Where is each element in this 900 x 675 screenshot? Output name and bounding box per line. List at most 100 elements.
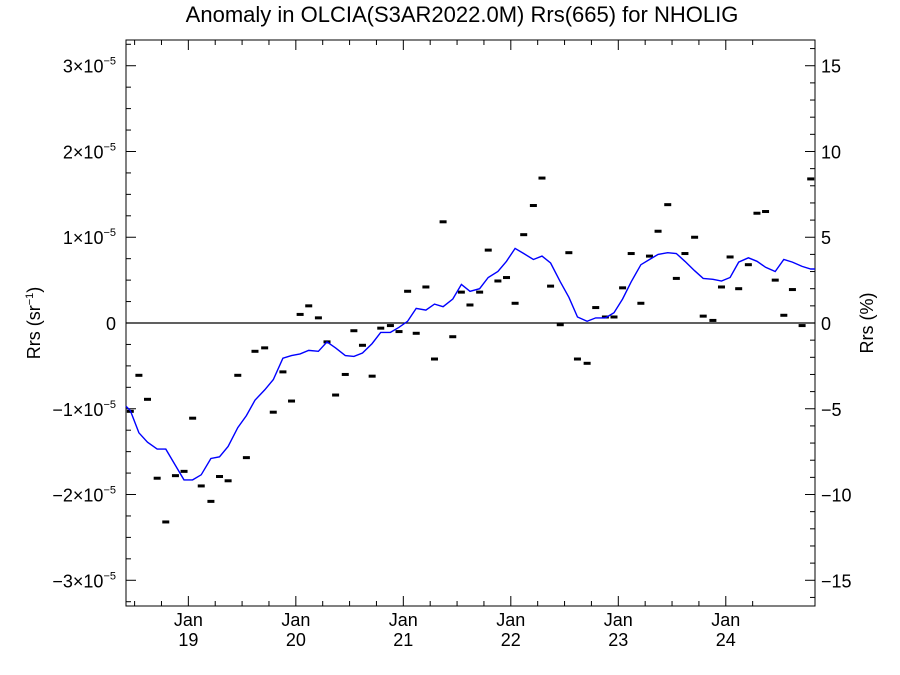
anomaly-point bbox=[565, 251, 573, 255]
anomaly-point bbox=[619, 286, 627, 290]
left-tick-label: −3×10−5 bbox=[52, 570, 116, 591]
left-tick-label: 1×10−5 bbox=[63, 227, 116, 248]
anomaly-point bbox=[762, 210, 770, 214]
anomaly-point bbox=[279, 370, 287, 374]
right-tick-label: −15 bbox=[821, 571, 852, 591]
y-axis-left-label-text: Rrs (sr bbox=[24, 305, 44, 359]
anomaly-point bbox=[288, 399, 296, 403]
anomaly-point bbox=[234, 373, 242, 377]
anomaly-point bbox=[314, 316, 322, 320]
anomaly-point bbox=[654, 229, 662, 233]
anomaly-point bbox=[143, 397, 151, 401]
anomaly-point bbox=[753, 211, 761, 215]
anomaly-point bbox=[788, 288, 796, 292]
anomaly-point bbox=[404, 289, 412, 293]
anomaly-point bbox=[583, 361, 591, 365]
anomaly-point bbox=[645, 254, 653, 258]
left-tick-exponent: −5 bbox=[103, 485, 116, 497]
left-tick-label: 3×10−5 bbox=[63, 56, 116, 77]
left-tick-mantissa: 1×10 bbox=[63, 228, 104, 248]
anomaly-point bbox=[216, 475, 224, 479]
anomaly-point bbox=[135, 373, 143, 377]
left-tick-exponent: −5 bbox=[103, 227, 116, 239]
anomaly-point bbox=[430, 357, 438, 361]
y-axis-left-label: Rrs (sr−1) bbox=[24, 287, 44, 360]
anomaly-point bbox=[744, 263, 752, 267]
anomaly-point bbox=[350, 329, 358, 333]
anomaly-point bbox=[412, 331, 420, 335]
anomaly-point bbox=[717, 285, 725, 289]
anomaly-point bbox=[547, 284, 555, 288]
anomaly-point bbox=[699, 314, 707, 318]
anomaly-point bbox=[332, 393, 340, 397]
anomaly-point bbox=[726, 255, 734, 259]
anomaly-point bbox=[601, 315, 609, 319]
anomaly-point bbox=[798, 324, 806, 328]
anomaly-point bbox=[529, 204, 537, 208]
anomaly-point bbox=[538, 176, 546, 180]
anomaly-point bbox=[610, 315, 618, 319]
anomaly-point bbox=[672, 276, 680, 280]
anomaly-point bbox=[341, 372, 349, 376]
x-tick-year: 19 bbox=[178, 630, 198, 650]
anomaly-point bbox=[592, 306, 600, 310]
anomaly-points bbox=[126, 176, 815, 524]
anomaly-point bbox=[224, 479, 232, 483]
anomaly-point bbox=[251, 349, 259, 353]
anomaly-point bbox=[556, 323, 564, 327]
anomaly-point bbox=[637, 301, 645, 305]
anomaly-point bbox=[358, 343, 366, 347]
x-tick-year: 20 bbox=[286, 630, 306, 650]
smoothed-anomaly-line bbox=[125, 247, 815, 481]
right-tick-label: −10 bbox=[821, 486, 852, 506]
x-tick-year: 21 bbox=[393, 630, 413, 650]
left-tick-label: −2×10−5 bbox=[52, 485, 116, 506]
x-tick-year: 24 bbox=[716, 630, 736, 650]
anomaly-point bbox=[207, 499, 215, 503]
anomaly-point bbox=[368, 374, 376, 378]
plot-area: 3×10−52×10−51×10−50−1×10−5−2×10−5−3×10−5… bbox=[52, 39, 852, 650]
left-tick-mantissa: −1×10 bbox=[52, 400, 103, 420]
anomaly-point bbox=[466, 303, 474, 307]
right-tick-label: 15 bbox=[821, 57, 841, 77]
left-axis: 3×10−52×10−51×10−50−1×10−5−2×10−5−3×10−5 bbox=[52, 43, 136, 603]
anomaly-point bbox=[305, 304, 313, 308]
anomaly-point bbox=[422, 285, 430, 289]
anomaly-point bbox=[377, 326, 385, 330]
anomaly-point bbox=[520, 233, 528, 237]
anomaly-point bbox=[627, 252, 635, 256]
left-tick-exponent: −5 bbox=[103, 399, 116, 411]
left-tick-exponent: −5 bbox=[103, 570, 116, 582]
anomaly-point bbox=[691, 235, 699, 239]
left-tick-exponent: −5 bbox=[103, 56, 116, 68]
anomaly-point bbox=[476, 290, 484, 294]
left-tick-label: −1×10−5 bbox=[52, 399, 116, 420]
anomaly-point bbox=[395, 330, 403, 334]
y-axis-right-label: Rrs (%) bbox=[857, 293, 877, 354]
right-axis: 15 10 5 0 −5 −10 −15 bbox=[805, 48, 852, 598]
anomaly-point bbox=[735, 287, 743, 291]
anomaly-point bbox=[503, 276, 511, 280]
x-tick-month: Jan bbox=[389, 610, 418, 630]
x-tick-year: 22 bbox=[501, 630, 521, 650]
x-tick-month: Jan bbox=[711, 610, 740, 630]
anomaly-point bbox=[269, 410, 277, 414]
anomaly-point bbox=[439, 220, 447, 224]
x-tick-month: Jan bbox=[496, 610, 525, 630]
left-tick-mantissa: 2×10 bbox=[63, 142, 104, 162]
anomaly-point bbox=[709, 318, 717, 322]
left-tick-label: 2×10−5 bbox=[63, 141, 116, 162]
anomaly-point bbox=[664, 203, 672, 207]
x-tick-month: Jan bbox=[174, 610, 203, 630]
right-tick-label: 0 bbox=[821, 314, 831, 334]
right-tick-label: 10 bbox=[821, 142, 841, 162]
anomaly-point bbox=[242, 456, 250, 460]
y-axis-left-label-close: ) bbox=[24, 287, 44, 293]
anomaly-point bbox=[386, 324, 394, 328]
anomaly-point bbox=[296, 312, 304, 316]
anomaly-point bbox=[807, 177, 815, 181]
anomaly-point bbox=[162, 520, 170, 524]
left-tick-exponent: −5 bbox=[103, 141, 116, 153]
